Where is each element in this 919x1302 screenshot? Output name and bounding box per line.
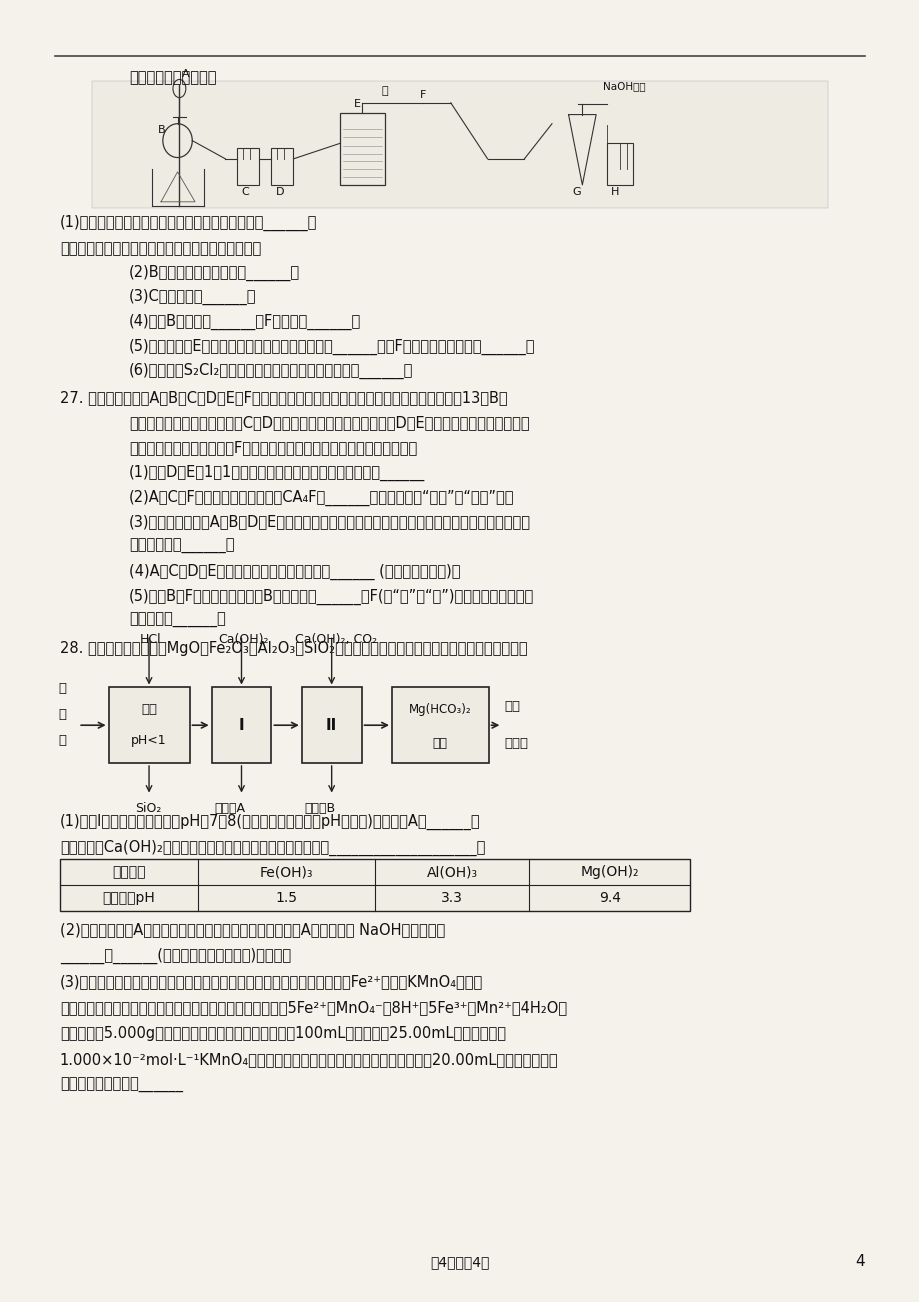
Text: II: II	[325, 717, 337, 733]
Text: pH<1: pH<1	[131, 734, 166, 747]
Text: C: C	[241, 187, 248, 198]
Text: 27. 短周期主族元素A、B、C、D、E、F的原子序数依次增大，它们的原子核外电子层数之和为13，B的: 27. 短周期主族元素A、B、C、D、E、F的原子序数依次增大，它们的原子核外电…	[60, 391, 507, 406]
Text: (2)从沉淠混合物A中提取红色氧化物作为颜料，先向沉淠物A中加入过量 NaOH溶液，然后: (2)从沉淠混合物A中提取红色氧化物作为颜料，先向沉淠物A中加入过量 NaOH溶…	[60, 922, 445, 937]
Text: (3)C中的试剂是______；: (3)C中的试剂是______；	[129, 289, 256, 305]
Text: (6)为了提高S₂Cl₂的纯度，关键的操作是控制好温度和______．: (6)为了提高S₂Cl₂的纯度，关键的操作是控制好温度和______．	[129, 363, 413, 379]
Text: G: G	[572, 187, 580, 198]
Text: 碳酸镁: 碳酸镁	[504, 737, 528, 750]
Text: (1)写出D与E以1：1的原子个数比形成的化合物的电子式：______: (1)写出D与E以1：1的原子个数比形成的化合物的电子式：______	[129, 465, 425, 480]
Text: 澄清石灰水Ca(OH)₂不能过量，若过量可能会发生的离子反应是____________________．: 澄清石灰水Ca(OH)₂不能过量，若过量可能会发生的离子反应是_________…	[60, 840, 484, 855]
Text: 3.3: 3.3	[441, 892, 462, 905]
Bar	[108, 687, 189, 763]
Bar	[607, 143, 632, 185]
Text: 纹: 纹	[59, 708, 66, 721]
Text: 设计实验装置图如下：: 设计实验装置图如下：	[129, 70, 216, 86]
Text: Mg(HCO₃)₂: Mg(HCO₃)₂	[408, 703, 471, 716]
Bar	[271, 148, 293, 185]
Text: Ca(OH)₂, CO₂: Ca(OH)₂, CO₂	[295, 633, 377, 646]
Text: 碱式: 碱式	[504, 700, 519, 713]
Text: Al(OH)₃: Al(OH)₃	[426, 866, 477, 879]
Text: NaOH溶液: NaOH溶液	[602, 81, 644, 91]
Text: 某同学称厖5.000g样品，经预处理后在容量瓶中配制成100mL溶液，移取25.00mL试样溶液，用: 某同学称厖5.000g样品，经预处理后在容量瓶中配制成100mL溶液，移取25.…	[60, 1026, 505, 1042]
Bar	[211, 687, 271, 763]
Text: 开始沉淠pH: 开始沉淠pH	[103, 892, 155, 905]
Text: 铁元素的质量分数是______: 铁元素的质量分数是______	[60, 1078, 183, 1094]
Text: 热解: 热解	[432, 737, 448, 750]
Text: 28. 蛇纹石矿可以看作由MgO、Fe₂O₃、Al₂O₃、SiO₂组成，由蛇纹石制取碱式碳酸镁的实验步骤如下：: 28. 蛇纹石矿可以看作由MgO、Fe₂O₃、Al₂O₃、SiO₂组成，由蛇纹石…	[60, 641, 527, 656]
Bar	[391, 687, 488, 763]
Text: 溶解: 溶解	[141, 703, 157, 716]
Text: Mg(OH)₂: Mg(OH)₂	[580, 866, 638, 879]
Text: F: F	[419, 90, 425, 100]
Text: (3)为了分析原料中铁元素的含量，先将蛇纹石矿预处理，使铁元素还原成Fe²⁺，再用KMnO₄标准溶: (3)为了分析原料中铁元素的含量，先将蛇纹石矿预处理，使铁元素还原成Fe²⁺，再…	[60, 974, 482, 990]
Text: 硫: 硫	[381, 86, 388, 96]
Text: B: B	[158, 125, 165, 135]
Text: 4: 4	[855, 1254, 864, 1269]
Text: I: I	[238, 717, 244, 733]
Text: ______、______(依次填写实验操作名称)、灸烧。: ______、______(依次填写实验操作名称)、灸烧。	[60, 948, 290, 963]
Text: 利用改进后的正确装置进行实验，请回答下列问题：: 利用改进后的正确装置进行实验，请回答下列问题：	[60, 241, 261, 256]
Text: (1)进行I操作时，控制溶液的pH＝7～8(有关氮氧化物沉淠的pH见下表)，则沉淠A是______，: (1)进行I操作时，控制溶液的pH＝7～8(有关氮氧化物沉淠的pH见下表)，则沉…	[60, 814, 480, 829]
Text: (2)B中反应的离子方程式：______；: (2)B中反应的离子方程式：______；	[129, 264, 300, 280]
Text: 沉淠物B: 沉淠物B	[304, 802, 335, 815]
Text: (4)A、C、D、E的原子半径由大到小的顺序是______ (用元素符号表示)．: (4)A、C、D、E的原子半径由大到小的顺序是______ (用元素符号表示)．	[129, 564, 460, 579]
Text: 明上述结论______．: 明上述结论______．	[129, 613, 225, 629]
Text: 沉淠物A: 沉淠物A	[213, 802, 244, 815]
Text: HCl: HCl	[140, 633, 162, 646]
Text: 化合物种类繁多，数目庞大；C、D是空气中含量最多的两种元素，D、E两种元素的单质反应可以生: 化合物种类繁多，数目庞大；C、D是空气中含量最多的两种元素，D、E两种元素的单质…	[129, 415, 528, 431]
Bar	[301, 687, 361, 763]
Text: 笥4页，兲4页: 笥4页，兲4页	[430, 1255, 489, 1269]
Text: 9.4: 9.4	[598, 892, 620, 905]
Text: 成两种不同的离子化合物；F为同周期半径最小的元素，试回答以下问题：: 成两种不同的离子化合物；F为同周期半径最小的元素，试回答以下问题：	[129, 440, 416, 456]
Text: H: H	[610, 187, 618, 198]
Text: SiO₂: SiO₂	[135, 802, 162, 815]
Bar	[60, 859, 689, 911]
Text: (1)图中尾气处理装置不够完善，请你提出改进意见______．: (1)图中尾气处理装置不够完善，请你提出改进意见______．	[60, 215, 317, 230]
Text: (3)化合物甲、乙由A、B、D、E中的三种或四种组成，且甲、乙的水溶液均呈碱性则甲、乙反应的: (3)化合物甲、乙由A、B、D、E中的三种或四种组成，且甲、乙的水溶液均呈碱性则…	[129, 514, 530, 530]
Text: 离子方程式为______．: 离子方程式为______．	[129, 539, 234, 555]
FancyBboxPatch shape	[92, 81, 827, 208]
Text: Fe(OH)₃: Fe(OH)₃	[260, 866, 313, 879]
Text: 氢氧化物: 氢氧化物	[112, 866, 146, 879]
Text: 液在酸性条件下进行氧化还原滴定，反应的离子方程式是：5Fe²⁺＋MnO₄⁻＋8H⁺＝5Fe³⁺＋Mn²⁺＋4H₂O，: 液在酸性条件下进行氧化还原滴定，反应的离子方程式是：5Fe²⁺＋MnO₄⁻＋8H…	[60, 1000, 566, 1016]
Text: Ca(OH)₂: Ca(OH)₂	[219, 633, 268, 646]
Text: (5)元素B和F的非金属性强弱，B的非金属性______于F(填“强”或“弱”)，并用化学方程式证: (5)元素B和F的非金属性强弱，B的非金属性______于F(填“强”或“弱”)…	[129, 589, 533, 604]
Text: 1.000×10⁻²mol·L⁻¹KMnO₄标准溶液滴定，达到滴定终点时，消耗标准溶液20.00mL，则蛇纹石矿中: 1.000×10⁻²mol·L⁻¹KMnO₄标准溶液滴定，达到滴定终点时，消耗标…	[60, 1052, 558, 1068]
Text: A: A	[182, 69, 189, 79]
Text: (4)仪器B的名称是______，F的作用是______．: (4)仪器B的名称是______，F的作用是______．	[129, 314, 360, 329]
Text: 蛇: 蛇	[59, 682, 66, 695]
Bar	[340, 113, 384, 185]
Text: 1.5: 1.5	[276, 892, 298, 905]
Bar	[237, 148, 259, 185]
Text: 石: 石	[59, 734, 66, 747]
Text: E: E	[354, 99, 361, 109]
Text: (5)如果在加热E时温度过高，对实验结果的影响是______，在F中可能出现的现象是______．: (5)如果在加热E时温度过高，对实验结果的影响是______，在F中可能出现的现…	[129, 339, 535, 354]
Text: (2)A、C、F三种元素形成的化合物CA₄F为______化合物（填写“离子”或“共价”）．: (2)A、C、F三种元素形成的化合物CA₄F为______化合物（填写“离子”或…	[129, 490, 514, 505]
Text: D: D	[276, 187, 284, 198]
